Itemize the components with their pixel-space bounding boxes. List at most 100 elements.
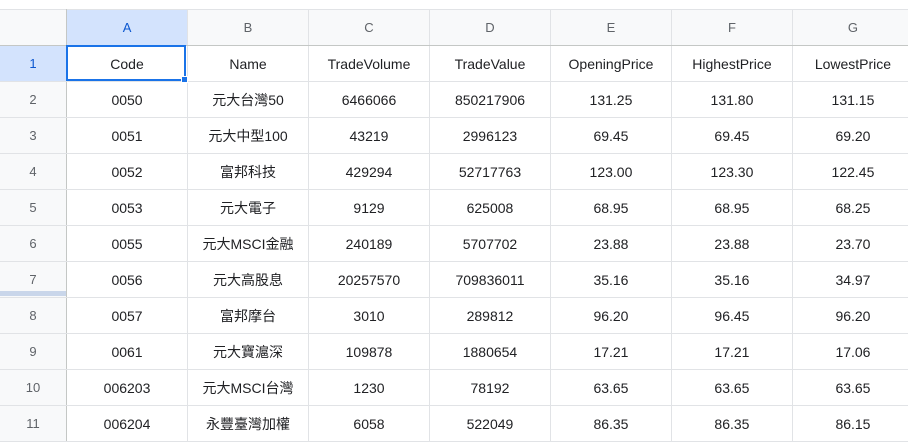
cell-c8[interactable]: 3010 <box>308 297 430 334</box>
cell-f6[interactable]: 23.88 <box>671 225 793 262</box>
cell-b3[interactable]: 元大中型100 <box>187 117 309 154</box>
cell-c11[interactable]: 6058 <box>308 405 430 442</box>
column-header-e[interactable]: E <box>550 9 672 46</box>
cell-c1[interactable]: TradeVolume <box>308 45 430 82</box>
cell-g11[interactable]: 86.15 <box>792 405 908 442</box>
cell-c7[interactable]: 20257570 <box>308 261 430 298</box>
cell-a4[interactable]: 0052 <box>66 153 189 190</box>
cell-a2[interactable]: 0050 <box>66 81 189 118</box>
cell-g9[interactable]: 17.06 <box>792 333 908 370</box>
row-header[interactable]: 3 <box>0 117 68 154</box>
cell-d7[interactable]: 709836011 <box>429 261 551 298</box>
cell-c6[interactable]: 240189 <box>308 225 430 262</box>
column-header-row: A B C D E F G <box>0 9 908 46</box>
table-row: 3 0051 元大中型100 43219 2996123 69.45 69.45 69.20 <box>0 117 908 154</box>
select-all-corner[interactable] <box>0 9 68 46</box>
cell-e1[interactable]: OpeningPrice <box>550 45 672 82</box>
cell-f3[interactable]: 69.45 <box>671 117 793 154</box>
freeze-row-handle[interactable] <box>0 291 66 296</box>
cell-b5[interactable]: 元大電子 <box>187 189 309 226</box>
cell-b10[interactable]: 元大MSCI台灣 <box>187 369 309 406</box>
column-header-d[interactable]: D <box>429 9 551 46</box>
cell-b8[interactable]: 富邦摩台 <box>187 297 309 334</box>
cell-a7[interactable]: 0056 <box>66 261 189 298</box>
cell-d10[interactable]: 78192 <box>429 369 551 406</box>
cell-g10[interactable]: 63.65 <box>792 369 908 406</box>
cell-b7[interactable]: 元大高股息 <box>187 261 309 298</box>
cell-f4[interactable]: 123.30 <box>671 153 793 190</box>
cell-f10[interactable]: 63.65 <box>671 369 793 406</box>
cell-a11[interactable]: 006204 <box>66 405 189 442</box>
cell-c10[interactable]: 1230 <box>308 369 430 406</box>
row-header[interactable]: 6 <box>0 225 68 262</box>
cell-g7[interactable]: 34.97 <box>792 261 908 298</box>
row-header[interactable]: 11 <box>0 405 68 442</box>
cell-a9[interactable]: 0061 <box>66 333 189 370</box>
cell-d1[interactable]: TradeValue <box>429 45 551 82</box>
cell-a6[interactable]: 0055 <box>66 225 189 262</box>
cell-c3[interactable]: 43219 <box>308 117 430 154</box>
cell-e7[interactable]: 35.16 <box>550 261 672 298</box>
column-header-f[interactable]: F <box>671 9 793 46</box>
row-header[interactable]: 5 <box>0 189 68 226</box>
cell-c2[interactable]: 6466066 <box>308 81 430 118</box>
cell-d3[interactable]: 2996123 <box>429 117 551 154</box>
cell-g6[interactable]: 23.70 <box>792 225 908 262</box>
row-header[interactable]: 1 <box>0 45 68 82</box>
cell-a10[interactable]: 006203 <box>66 369 189 406</box>
column-header-b[interactable]: B <box>187 9 309 46</box>
cell-e3[interactable]: 69.45 <box>550 117 672 154</box>
cell-e4[interactable]: 123.00 <box>550 153 672 190</box>
row-header[interactable]: 4 <box>0 153 68 190</box>
cell-f5[interactable]: 68.95 <box>671 189 793 226</box>
cell-f7[interactable]: 35.16 <box>671 261 793 298</box>
column-header-a[interactable]: A <box>66 9 189 46</box>
cell-c5[interactable]: 9129 <box>308 189 430 226</box>
cell-e10[interactable]: 63.65 <box>550 369 672 406</box>
cell-g3[interactable]: 69.20 <box>792 117 908 154</box>
cell-e9[interactable]: 17.21 <box>550 333 672 370</box>
fill-handle[interactable] <box>181 76 188 83</box>
row-header[interactable]: 10 <box>0 369 68 406</box>
table-row: 8 0057 富邦摩台 3010 289812 96.20 96.45 96.20 <box>0 297 908 334</box>
cell-g5[interactable]: 68.25 <box>792 189 908 226</box>
cell-d6[interactable]: 5707702 <box>429 225 551 262</box>
cell-a5[interactable]: 0053 <box>66 189 189 226</box>
cell-f8[interactable]: 96.45 <box>671 297 793 334</box>
cell-e8[interactable]: 96.20 <box>550 297 672 334</box>
cell-c4[interactable]: 429294 <box>308 153 430 190</box>
cell-g8[interactable]: 96.20 <box>792 297 908 334</box>
cell-b6[interactable]: 元大MSCI金融 <box>187 225 309 262</box>
cell-g4[interactable]: 122.45 <box>792 153 908 190</box>
cell-c9[interactable]: 109878 <box>308 333 430 370</box>
cell-g2[interactable]: 131.15 <box>792 81 908 118</box>
cell-b9[interactable]: 元大寶滬深 <box>187 333 309 370</box>
cell-a3[interactable]: 0051 <box>66 117 189 154</box>
cell-e6[interactable]: 23.88 <box>550 225 672 262</box>
cell-f9[interactable]: 17.21 <box>671 333 793 370</box>
cell-d8[interactable]: 289812 <box>429 297 551 334</box>
column-header-g[interactable]: G <box>792 9 908 46</box>
cell-b2[interactable]: 元大台灣50 <box>187 81 309 118</box>
cell-a1[interactable]: Code <box>66 45 189 82</box>
cell-f11[interactable]: 86.35 <box>671 405 793 442</box>
cell-d4[interactable]: 52717763 <box>429 153 551 190</box>
cell-b4[interactable]: 富邦科技 <box>187 153 309 190</box>
cell-d5[interactable]: 625008 <box>429 189 551 226</box>
cell-d11[interactable]: 522049 <box>429 405 551 442</box>
cell-d2[interactable]: 850217906 <box>429 81 551 118</box>
cell-a8[interactable]: 0057 <box>66 297 189 334</box>
cell-f2[interactable]: 131.80 <box>671 81 793 118</box>
row-header[interactable]: 8 <box>0 297 68 334</box>
cell-e11[interactable]: 86.35 <box>550 405 672 442</box>
row-header[interactable]: 9 <box>0 333 68 370</box>
cell-g1[interactable]: LowestPrice <box>792 45 908 82</box>
cell-b11[interactable]: 永豐臺灣加權 <box>187 405 309 442</box>
cell-f1[interactable]: HighestPrice <box>671 45 793 82</box>
cell-e2[interactable]: 131.25 <box>550 81 672 118</box>
row-header[interactable]: 2 <box>0 81 68 118</box>
cell-e5[interactable]: 68.95 <box>550 189 672 226</box>
column-header-c[interactable]: C <box>308 9 430 46</box>
cell-b1[interactable]: Name <box>187 45 309 82</box>
cell-d9[interactable]: 1880654 <box>429 333 551 370</box>
